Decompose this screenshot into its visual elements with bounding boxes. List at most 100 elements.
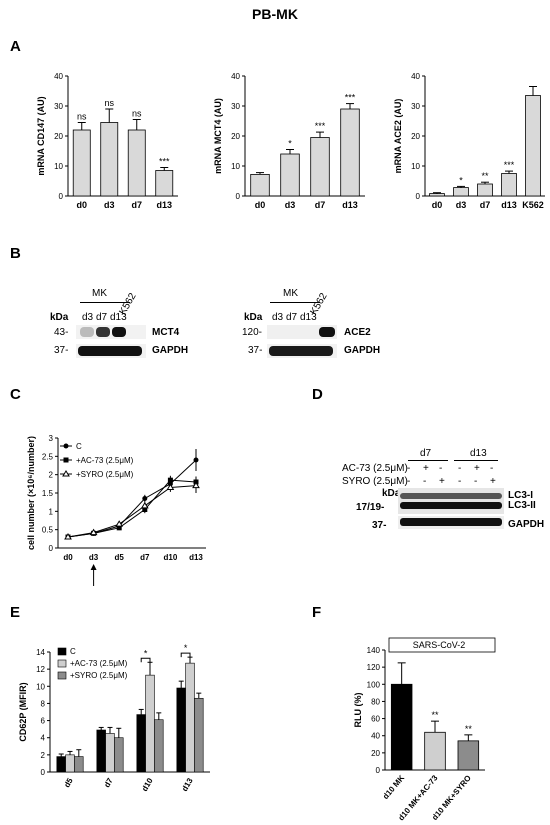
y-tick-label: 8 bbox=[41, 699, 46, 708]
legend-marker bbox=[62, 470, 70, 477]
data-point bbox=[142, 496, 148, 501]
bar bbox=[280, 153, 300, 197]
x-tick-label: d10 MK bbox=[381, 773, 406, 801]
band bbox=[400, 502, 502, 509]
legend-swatch bbox=[57, 647, 67, 656]
y-axis-label: mRNA ACE2 (AU) bbox=[393, 99, 403, 174]
lane-label: d3 bbox=[272, 312, 284, 323]
y-tick-label: 0 bbox=[236, 192, 241, 201]
y-tick-label: 0 bbox=[376, 766, 381, 775]
x-tick-label: d10 bbox=[164, 553, 178, 562]
x-tick-label: d7 bbox=[480, 200, 491, 210]
data-point bbox=[115, 520, 124, 527]
bar bbox=[155, 170, 174, 197]
blot-membrane bbox=[398, 488, 504, 514]
y-tick-label: 3 bbox=[49, 434, 54, 443]
bar bbox=[429, 193, 445, 197]
bar bbox=[56, 756, 66, 773]
bar bbox=[105, 733, 115, 773]
treatment-sign: + bbox=[423, 463, 429, 474]
significance-label: ** bbox=[465, 724, 473, 734]
lane-label: d7 bbox=[96, 312, 108, 323]
bar bbox=[194, 697, 204, 773]
bar bbox=[74, 756, 84, 773]
y-tick-label: 2 bbox=[49, 471, 54, 480]
panel-letter-b: B bbox=[10, 245, 21, 262]
lane-label: d7 bbox=[286, 312, 298, 323]
y-tick-label: 0 bbox=[59, 192, 64, 201]
y-tick-label: 30 bbox=[54, 102, 63, 111]
significance-label: ns bbox=[132, 109, 142, 119]
series-line bbox=[67, 485, 197, 538]
y-tick-label: 20 bbox=[371, 749, 380, 758]
marker-label: 37- bbox=[54, 345, 69, 356]
significance-label: *** bbox=[345, 93, 356, 103]
x-tick-label: d0 bbox=[255, 200, 266, 210]
band bbox=[400, 518, 502, 526]
significance-label: ns bbox=[77, 112, 87, 122]
y-tick-label: 12 bbox=[36, 665, 45, 674]
group-line bbox=[454, 460, 498, 461]
y-tick-label: 40 bbox=[231, 72, 240, 81]
treatment-sign: + bbox=[439, 476, 445, 487]
y-tick-label: 14 bbox=[36, 648, 45, 657]
y-tick-label: 10 bbox=[231, 162, 240, 171]
treatment-label: SYRO (2.5μM) bbox=[342, 476, 408, 487]
marker-label: 120- bbox=[242, 327, 263, 338]
treatment-sign: - bbox=[407, 463, 411, 474]
panel-letter-e: E bbox=[10, 604, 21, 621]
data-point bbox=[64, 533, 72, 540]
chart-cd62p: 0 2 4 6 8 10 12 14 CD62P (MFIR) d5 d7 * d10 * d13 C +AC-… bbox=[18, 643, 210, 793]
x-tick-label: d7 bbox=[131, 200, 142, 210]
bar bbox=[340, 108, 360, 197]
y-tick-label: 20 bbox=[411, 132, 420, 141]
bar bbox=[114, 737, 124, 773]
y-tick-label: 1 bbox=[49, 507, 54, 516]
legend-label: C bbox=[70, 647, 76, 656]
series-line bbox=[67, 479, 197, 538]
x-tick-label: d5 bbox=[115, 553, 125, 562]
significance-bracket bbox=[140, 657, 151, 663]
treatment-sign: - bbox=[439, 463, 443, 474]
chart-ace2: 0 10 20 30 40 mRNA ACE2 (AU) d0 * d3 ** d7 *** d13 K5… bbox=[393, 72, 545, 210]
panel-letter-a: A bbox=[10, 38, 21, 55]
y-tick-label: 0 bbox=[416, 192, 421, 201]
marker-label: 37- bbox=[248, 345, 263, 356]
lane-label: K562 bbox=[308, 291, 330, 317]
blot-b-right-group-line bbox=[270, 302, 320, 303]
bar bbox=[65, 754, 75, 773]
x-tick-label: d7 bbox=[102, 776, 115, 789]
x-tick-label: d0 bbox=[432, 200, 443, 210]
bar bbox=[96, 729, 106, 773]
y-axis-label: mRNA MCT4 (AU) bbox=[213, 98, 223, 174]
significance-label: * bbox=[144, 648, 148, 658]
marker-label: 37- bbox=[372, 520, 387, 531]
bar bbox=[127, 129, 146, 197]
treatment-sign: - bbox=[423, 476, 427, 487]
lane-label: d13 bbox=[300, 312, 317, 323]
lane-label: K562 bbox=[117, 291, 139, 317]
significance-bracket bbox=[180, 652, 191, 658]
data-point bbox=[192, 481, 200, 489]
blot-row-label: MCT4 bbox=[152, 327, 180, 338]
bar bbox=[100, 122, 119, 197]
y-tick-label: 60 bbox=[371, 715, 380, 724]
blot-row-label: GAPDH bbox=[508, 519, 545, 530]
legend-marker bbox=[63, 443, 69, 449]
x-tick-label: d13 bbox=[189, 553, 203, 562]
band bbox=[78, 346, 142, 356]
treatment-sign: - bbox=[474, 476, 478, 487]
marker-label: 17/19- bbox=[356, 502, 385, 513]
bar bbox=[390, 683, 413, 771]
band bbox=[269, 346, 333, 356]
y-tick-label: 20 bbox=[54, 132, 63, 141]
y-tick-label: 2 bbox=[41, 751, 46, 760]
bar bbox=[310, 137, 330, 197]
x-tick-label: d10 bbox=[140, 776, 155, 793]
x-tick-label: d0 bbox=[63, 553, 73, 562]
chart-cd147: 0 10 20 30 40 mRNA CD147 (AU) ns d0 ns d3 ns d7 *** d… bbox=[36, 72, 178, 210]
legend-label: +AC-73 (2.5μM) bbox=[76, 456, 134, 465]
marker-label: 43- bbox=[54, 327, 69, 338]
band bbox=[112, 327, 126, 337]
bar bbox=[185, 662, 195, 773]
